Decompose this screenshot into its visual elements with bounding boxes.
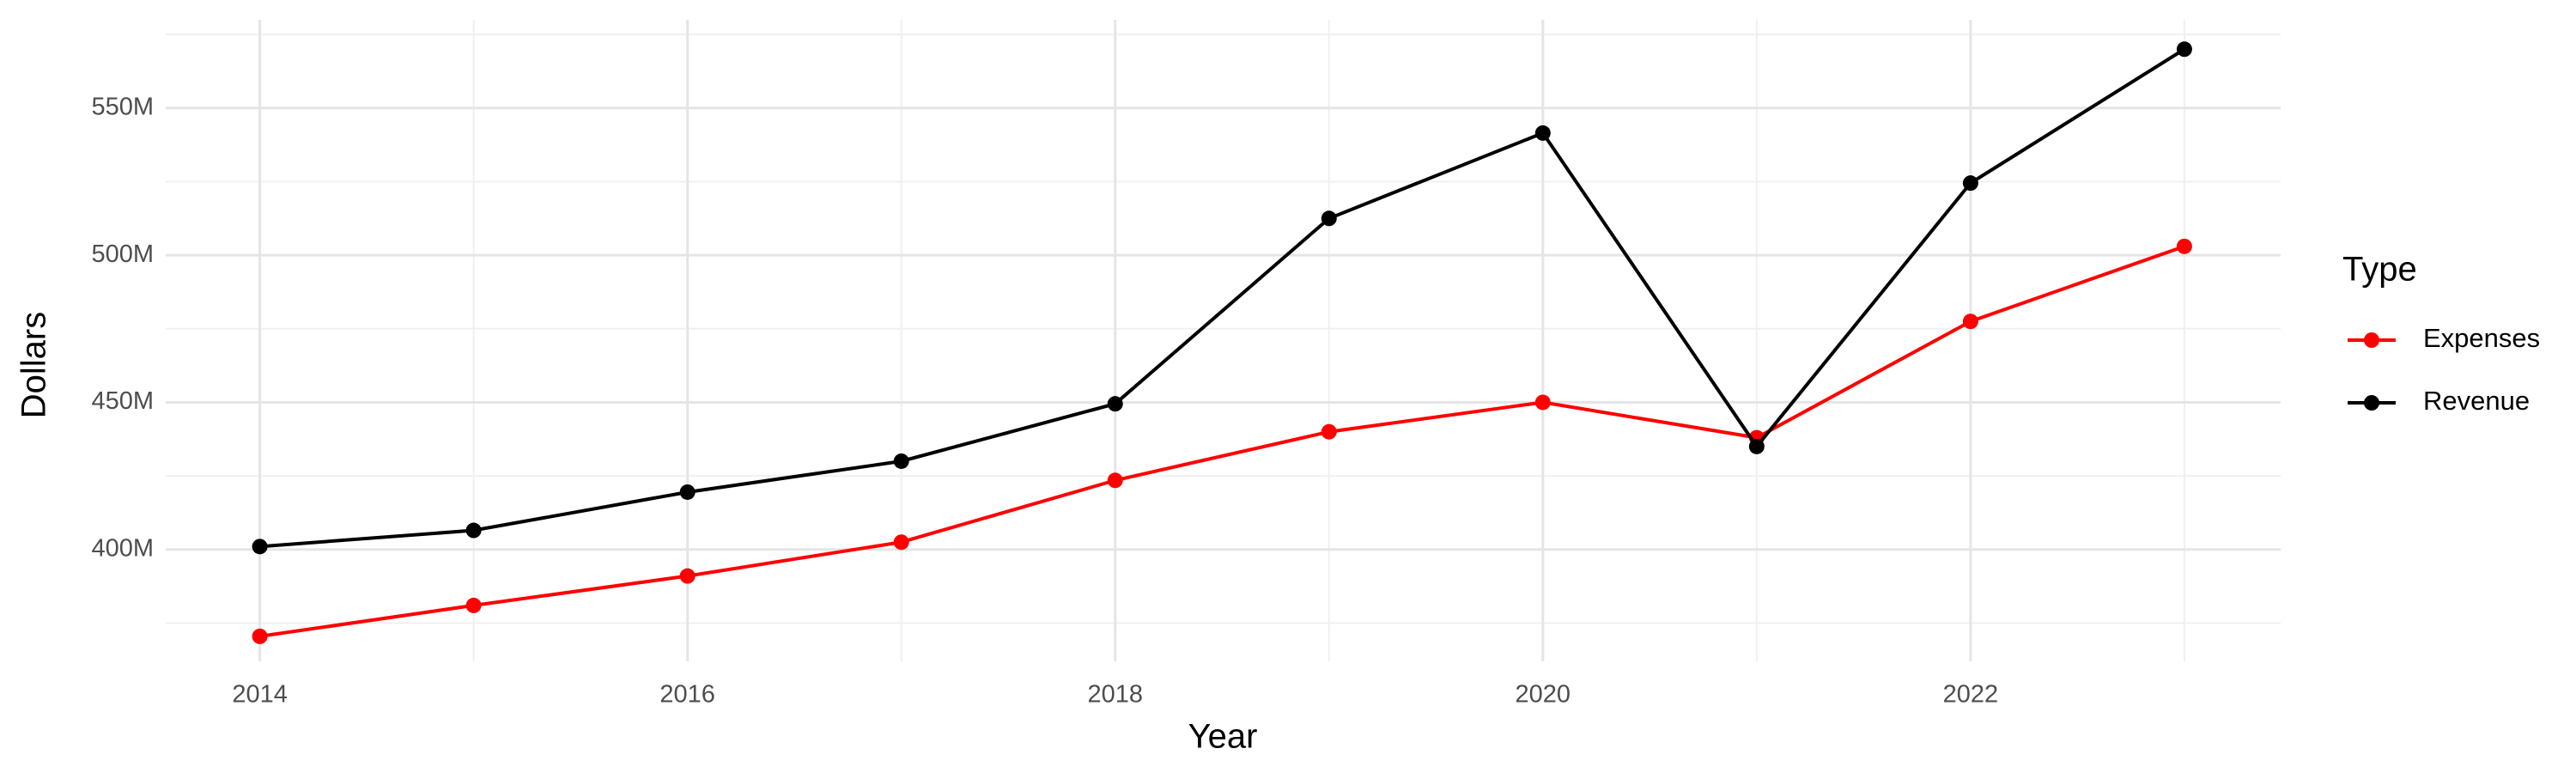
data-point: [1321, 423, 1337, 440]
x-tick-label: 2018: [1087, 681, 1143, 709]
x-tick-label: 2016: [659, 681, 715, 709]
x-tick-label: 2022: [1943, 681, 1999, 709]
y-tick-label: 450M: [91, 387, 154, 415]
data-point: [1534, 125, 1551, 141]
y-axis-title: Dollars: [15, 312, 53, 418]
data-point: [2176, 238, 2192, 254]
y-tick-label: 550M: [91, 93, 154, 120]
data-point: [465, 597, 482, 613]
data-point: [1107, 396, 1123, 412]
y-tick-label: 400M: [91, 534, 154, 562]
series-line: [259, 47, 2185, 549]
data-point: [1321, 210, 1337, 227]
data-point: [252, 628, 268, 644]
x-tick-label: 2014: [232, 681, 288, 709]
data-point: [893, 453, 909, 469]
data-point: [1962, 313, 1978, 330]
data-point: [1534, 394, 1551, 411]
data-point: [1962, 175, 1978, 192]
data-point: [679, 484, 696, 500]
legend-label: Expenses: [2423, 323, 2540, 353]
data-point: [1107, 472, 1123, 489]
legend-marker: [2364, 395, 2379, 411]
data-point: [679, 568, 696, 584]
data-point: [2176, 41, 2192, 58]
data-point: [1748, 438, 1765, 454]
x-axis-title: Year: [1188, 718, 1258, 756]
data-point: [252, 539, 268, 555]
data-point: [893, 534, 909, 551]
x-tick-label: 2020: [1516, 681, 1571, 709]
y-tick-label: 500M: [91, 240, 154, 268]
legend-marker: [2364, 332, 2379, 348]
legend-label: Revenue: [2423, 386, 2530, 416]
legend-title: Type: [2342, 251, 2417, 289]
data-point: [465, 522, 482, 539]
series-line: [259, 244, 2185, 638]
